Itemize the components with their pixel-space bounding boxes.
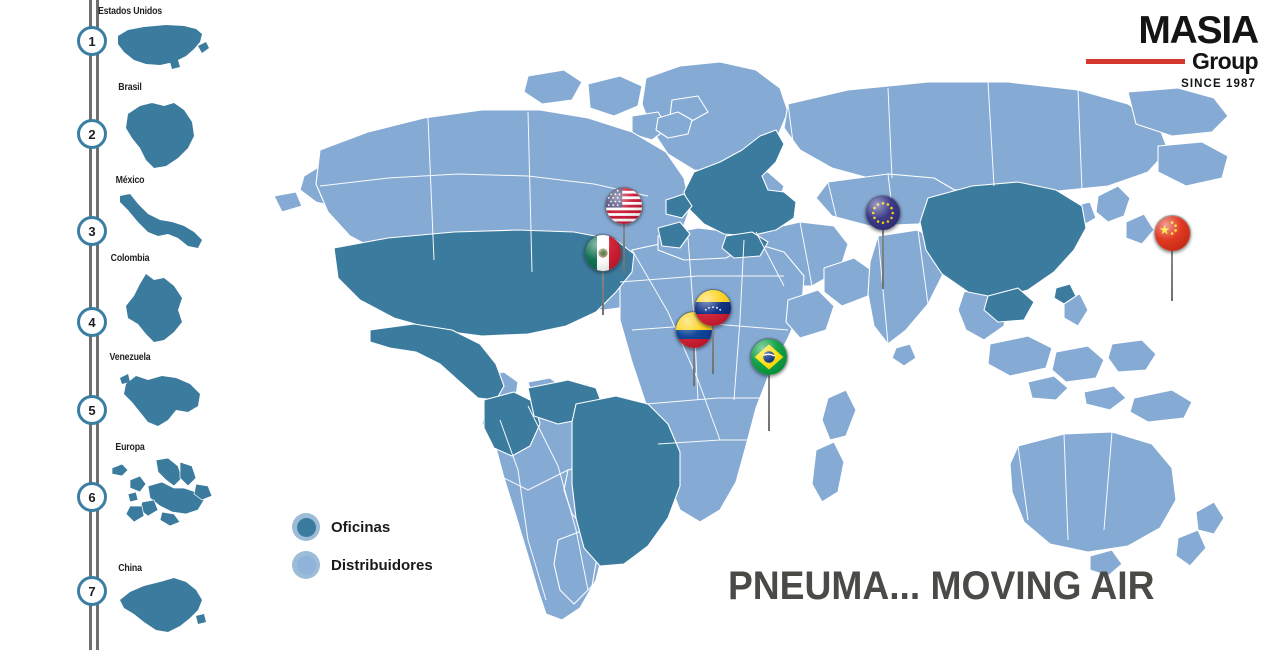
map-pin-brasil[interactable] — [750, 338, 788, 431]
legend-label-oficinas: Oficinas — [331, 518, 391, 536]
br-flag-icon — [751, 339, 787, 375]
sidebar-step-2-number: 2 — [88, 126, 96, 142]
sidebar-step-3-number: 3 — [88, 223, 96, 239]
world-map — [228, 0, 1280, 640]
sidebar-label-estados-unidos: Estados Unidos — [97, 6, 163, 17]
sidebar-shape-colombia — [120, 270, 190, 346]
logo-brand-text: MASIA — [1138, 9, 1259, 52]
sidebar-step-7[interactable]: 7 — [77, 576, 107, 606]
sidebar-label-colombia: Colombia — [110, 253, 150, 264]
cn-flag-icon — [1154, 215, 1190, 251]
country-timeline-sidebar: Estados Unidos 1 Brasil 2 México 3 Colom… — [0, 0, 232, 650]
legend-marker-oficinas — [292, 513, 320, 541]
sidebar-step-5-number: 5 — [88, 402, 96, 418]
map-pin-estados-unidos[interactable] — [605, 187, 643, 274]
legend-label-distribuidores: Distribuidores — [331, 556, 433, 574]
logo-accent-bar — [1086, 59, 1185, 65]
legend-item-distribuidores: Distribuidores — [292, 546, 433, 584]
tagline: PNEUMA... MOVING AIR — [728, 564, 1155, 608]
sidebar-step-6[interactable]: 6 — [77, 482, 107, 512]
logo-since-text: SINCE 1987 — [1181, 78, 1256, 91]
sidebar-shape-venezuela — [114, 366, 206, 432]
masia-group-logo: MASIA Group SINCE 1987 — [1082, 9, 1259, 91]
sidebar-shape-mexico — [114, 190, 206, 256]
sidebar-step-7-number: 7 — [88, 583, 96, 599]
sidebar-label-venezuela: Venezuela — [109, 352, 151, 363]
us-flag-icon — [606, 188, 642, 224]
sidebar-label-europa: Europa — [115, 442, 145, 453]
map-pin-china[interactable] — [1153, 214, 1191, 301]
sidebar-step-6-number: 6 — [88, 489, 96, 505]
eu-flag-icon — [866, 196, 900, 230]
sidebar-step-4-number: 4 — [88, 314, 96, 330]
map-pin-mexico[interactable] — [584, 234, 622, 315]
sidebar-label-mexico: México — [115, 175, 145, 186]
map-legend: Oficinas Distribuidores — [292, 508, 433, 584]
sidebar-label-china: China — [118, 563, 142, 574]
distributor-regions — [273, 61, 1229, 621]
sidebar-step-3[interactable]: 3 — [77, 216, 107, 246]
sidebar-step-1[interactable]: 1 — [77, 26, 107, 56]
sidebar-shape-europe — [100, 456, 216, 528]
office-regions — [333, 129, 1087, 567]
world-map-svg — [273, 61, 1229, 621]
map-pin-europa[interactable] — [865, 195, 901, 289]
sidebar-label-brasil: Brasil — [118, 82, 142, 93]
mx-flag-icon — [585, 235, 621, 271]
sidebar-step-5[interactable]: 5 — [77, 395, 107, 425]
sidebar-step-1-number: 1 — [88, 33, 96, 49]
legend-marker-distribuidores — [292, 551, 320, 579]
sidebar-shape-brazil — [118, 98, 198, 170]
sidebar-step-2[interactable]: 2 — [77, 119, 107, 149]
sidebar-step-4[interactable]: 4 — [77, 307, 107, 337]
legend-item-oficinas: Oficinas — [292, 508, 433, 546]
logo-sub-text: Group — [1192, 48, 1259, 75]
ve-flag-icon — [695, 290, 731, 326]
sidebar-shape-united-states — [114, 20, 210, 72]
map-pin-venezuela[interactable] — [694, 289, 732, 374]
sidebar-shape-china — [112, 576, 208, 636]
